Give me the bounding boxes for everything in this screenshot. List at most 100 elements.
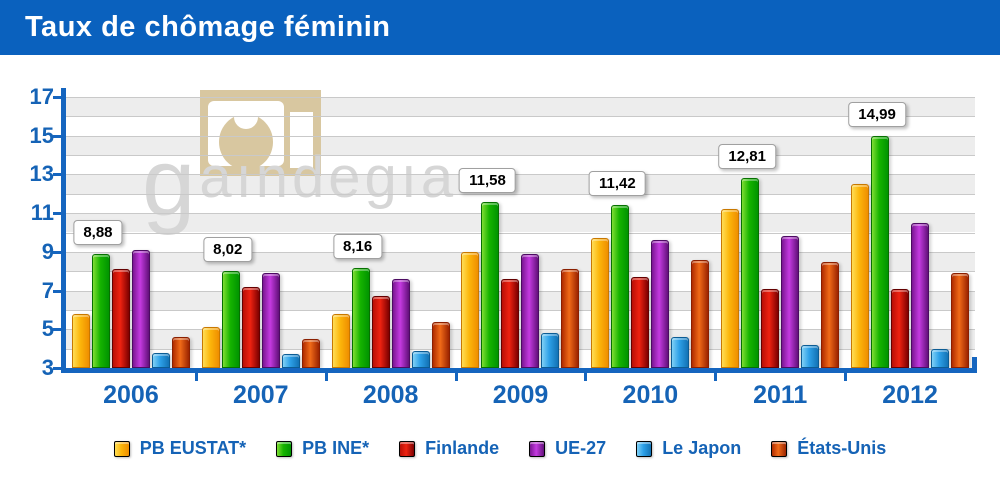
bar-pb-eustat--2011 [721, 209, 740, 368]
x-axis-label-2011: 2011 [753, 381, 808, 409]
bar-group-2006: 8,88 [66, 97, 196, 368]
legend-label: PB INE* [302, 438, 370, 458]
bar-pb-eustat--2006 [71, 313, 90, 368]
x-axis-label-2006: 2006 [103, 381, 159, 409]
bar-le-japon-2007 [281, 354, 300, 368]
bar-ue-27-2011 [781, 236, 800, 368]
legend-item-le-japon: Le Japon [636, 438, 741, 459]
gridline [66, 271, 975, 273]
bar-le-japon-2010 [671, 337, 690, 368]
bar-ue-27-2010 [651, 240, 670, 368]
legend-item-finlande: Finlande [399, 438, 499, 459]
legend-swatch-icon [113, 440, 130, 457]
x-axis-label-2008: 2008 [362, 381, 419, 409]
gridline [66, 329, 975, 331]
x-axis-line [61, 368, 977, 373]
y-axis-tick [53, 328, 63, 332]
y-axis-line [61, 88, 66, 373]
y-axis-tick-label: 11 [30, 200, 54, 226]
bar-finlande-2007 [241, 286, 260, 368]
y-axis-tick [53, 367, 63, 370]
bar--tats-unis-2008 [431, 321, 450, 368]
value-label-2011: 12,81 [718, 144, 776, 170]
legend-label: États-Unis [797, 438, 887, 458]
header-banner: Taux de chômage féminin [0, 0, 1000, 55]
gridline [66, 309, 975, 311]
gridline [66, 155, 975, 157]
y-axis-tick [53, 212, 63, 216]
bar-group-2011: 12,81 [715, 97, 845, 368]
gridline [66, 348, 975, 350]
bar-pb-ine--2011 [741, 178, 760, 368]
bar-le-japon-2011 [801, 344, 820, 368]
plot-area: gaındegıa 8,88 8,02 8,16 11,58 11,42 12,81 14,… [66, 90, 975, 368]
bar-pb-ine--2006 [91, 254, 110, 368]
bar-pb-ine--2008 [351, 268, 370, 368]
bar--tats-unis-2006 [171, 337, 190, 368]
legend-item-ue-27: UE-27 [529, 438, 606, 459]
y-axis-tick [53, 289, 63, 293]
bar-group-2009: 11,58 [456, 97, 586, 368]
x-axis-label-2010: 2010 [622, 381, 679, 409]
y-axis-tick [53, 134, 63, 138]
gaindegia-watermark-text: gaındegıa [142, 129, 458, 236]
gridline [66, 290, 975, 292]
gridline [66, 174, 975, 176]
gridline [66, 213, 975, 215]
bar-pb-eustat--2012 [851, 184, 870, 368]
bar-ue-27-2006 [131, 249, 150, 368]
x-axis-labels: 2006 2007 2008 2009 2010 2011 2012 [66, 381, 975, 410]
legend-label: Le Japon [662, 438, 742, 458]
gridline [66, 251, 975, 253]
gridline [66, 193, 975, 195]
x-axis-tick [324, 372, 328, 381]
bar-pb-ine--2010 [611, 205, 630, 368]
y-axis-tick-label: 3 [41, 355, 54, 380]
y-axis-tick-label: 15 [29, 122, 54, 148]
x-axis-tick [844, 372, 848, 381]
page-title: Taux de chômage féminin [25, 11, 391, 43]
bar-le-japon-2012 [931, 348, 950, 368]
x-axis-label-2012: 2012 [882, 381, 938, 409]
legend-swatch-icon [276, 440, 293, 457]
y-axis-tick-label: 5 [41, 316, 54, 342]
y-axis-tick [53, 96, 63, 99]
value-label-2009: 11,58 [459, 167, 516, 193]
bar-le-japon-2008 [411, 350, 430, 368]
y-axis-tick-label: 9 [41, 238, 54, 264]
x-axis-label-2007: 2007 [232, 381, 289, 409]
bar-finlande-2010 [631, 277, 650, 368]
legend-item-pb-ine-: PB INE* [276, 438, 369, 459]
legend-swatch-icon [529, 440, 546, 457]
value-label-2008: 8,16 [333, 234, 383, 260]
y-axis-tick-label: 7 [41, 277, 54, 303]
bar-group-2012: 14,99 [845, 97, 975, 368]
bar-group-2010: 11,42 [585, 97, 715, 368]
bar--tats-unis-2009 [561, 269, 580, 368]
bar-le-japon-2006 [151, 352, 170, 368]
gridline [66, 135, 975, 137]
y-axis-tick [53, 173, 63, 177]
gridline [66, 97, 975, 98]
bar-finlande-2008 [371, 296, 390, 368]
x-axis-end-tick [972, 357, 977, 371]
bar-finlande-2009 [501, 278, 520, 368]
bar-finlande-2012 [891, 288, 910, 368]
bar--tats-unis-2012 [951, 273, 970, 368]
bar-group-2007: 8,02 [196, 97, 326, 368]
bar-le-japon-2009 [541, 333, 560, 368]
bar-finlande-2011 [761, 288, 780, 368]
legend-label: UE-27 [555, 438, 607, 458]
bar-ue-27-2008 [391, 278, 410, 368]
value-label-2012: 14,99 [848, 101, 906, 127]
x-axis-label-2009: 2009 [492, 381, 549, 409]
value-label-2010: 11,42 [588, 171, 646, 197]
bar-finlande-2006 [111, 269, 130, 368]
gridline [66, 232, 975, 234]
bar--tats-unis-2011 [821, 261, 840, 368]
bar--tats-unis-2010 [691, 259, 710, 368]
value-label-2006: 8,88 [73, 220, 123, 246]
x-axis-tick [194, 372, 198, 381]
bar-ue-27-2009 [521, 253, 540, 368]
legend-item--tats-unis: États-Unis [771, 438, 886, 459]
